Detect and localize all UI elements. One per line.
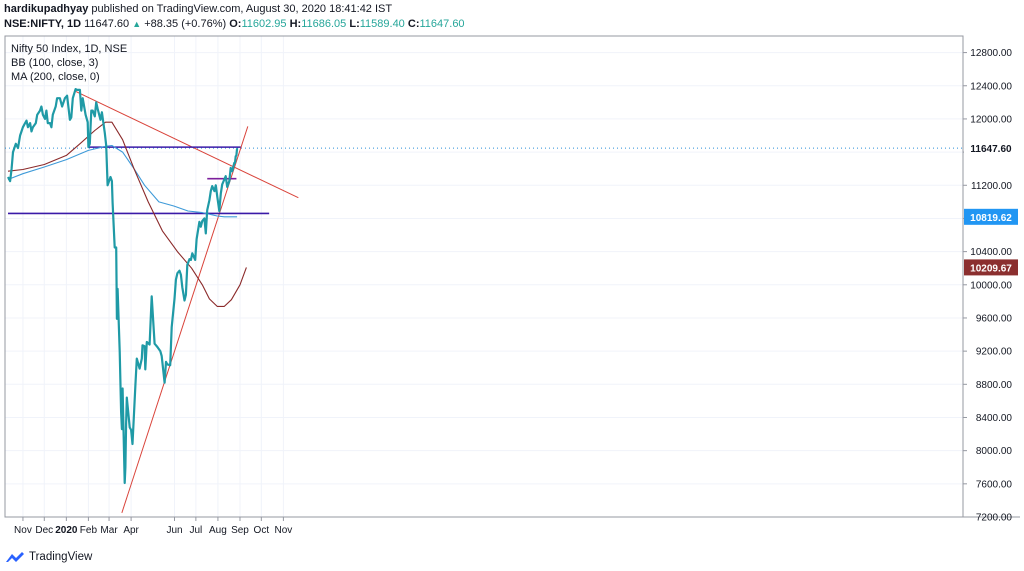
x-tick-label: Dec	[35, 525, 53, 536]
y-tick-label: 9600.00	[976, 313, 1013, 324]
x-tick-label: Oct	[254, 525, 270, 536]
x-tick-label: Apr	[123, 525, 139, 536]
x-tick-label: Sep	[231, 525, 249, 536]
low-value: 11589.40	[359, 18, 405, 30]
last-price: 11647.60	[84, 18, 130, 30]
ohlc-line: NSE:NIFTY, 1D 11647.60 ▲ +88.35 (+0.76%)…	[4, 17, 1020, 32]
ma-line[interactable]	[7, 121, 247, 307]
drawings	[5, 90, 963, 514]
tradingview-footer[interactable]: TradingView	[5, 548, 92, 566]
price-line[interactable]	[7, 88, 239, 485]
y-tick-label: 11200.00	[971, 181, 1012, 192]
open-label: O:	[229, 18, 242, 30]
y-tick-label: 10000.00	[970, 280, 1012, 291]
low-label: L:	[349, 18, 360, 30]
x-tick-label: Aug	[209, 525, 227, 536]
indicator-legend: Nifty 50 Index, 1D, NSE BB (100, close, …	[11, 43, 127, 83]
price-label-text: 10209.67	[970, 263, 1012, 274]
y-tick-label: 7600.00	[976, 479, 1013, 490]
x-tick-label: Mar	[100, 525, 118, 536]
tradingview-logo-icon	[6, 552, 24, 562]
legend-symbol: Nifty 50 Index, 1D, NSE	[11, 43, 127, 55]
up-triangle-icon: ▲	[132, 19, 142, 29]
y-tick-label: 10400.00	[970, 247, 1012, 258]
y-tick-label: 8800.00	[976, 380, 1013, 391]
x-tick-label: Nov	[274, 525, 292, 536]
price-change: +88.35 (+0.76%)	[144, 18, 227, 30]
publisher-line: hardikupadhyay published on TradingView.…	[4, 2, 1020, 17]
price-label-text: 10819.62	[970, 213, 1012, 224]
trend-line[interactable]	[121, 126, 249, 514]
x-tick-label: Jul	[189, 525, 202, 536]
x-tick-label: Nov	[14, 525, 32, 536]
price-label-box	[964, 259, 1018, 276]
author-name[interactable]: hardikupadhyay	[4, 3, 89, 15]
price-label-text: 11647.60	[970, 144, 1012, 155]
series-layer	[7, 88, 247, 485]
grid	[5, 36, 963, 518]
x-tick-label: Feb	[80, 525, 98, 536]
time-axis: Nov Dec 2020 Feb Mar Apr Jun Jul Aug Sep Oct Nov	[14, 517, 292, 536]
close-label: C:	[407, 18, 420, 30]
y-tick-label: 8400.00	[976, 413, 1013, 424]
high-value: 11686.05	[301, 18, 347, 30]
legend-ma: MA (200, close, 0)	[11, 71, 100, 83]
y-tick-label: 7200.00	[976, 513, 1013, 524]
x-tick-label: 2020	[55, 525, 78, 536]
y-tick-label: 12400.00	[970, 81, 1012, 92]
price-labels: 11647.60 10819.62 10209.67	[964, 140, 1018, 276]
trend-line[interactable]	[73, 90, 299, 199]
y-tick-label: 12000.00	[970, 114, 1012, 125]
high-label: H:	[289, 18, 302, 30]
close-value: 11647.60	[419, 18, 465, 30]
price-label-box	[964, 140, 1018, 157]
y-tick-label: 8000.00	[976, 446, 1013, 457]
legend-bb: BB (100, close, 3)	[11, 57, 98, 69]
open-value: 11602.95	[241, 18, 287, 30]
published-text: published on TradingView.com, August 30,…	[91, 3, 393, 15]
y-tick-label: 9200.00	[976, 347, 1013, 358]
footer-brand: TradingView	[29, 551, 93, 563]
publication-header: hardikupadhyay published on TradingView.…	[4, 2, 1020, 32]
y-tick-label: 12800.00	[970, 48, 1012, 59]
symbol: NSE:NIFTY, 1D	[4, 18, 82, 30]
price-label-box	[964, 208, 1018, 225]
x-tick-label: Jun	[166, 525, 182, 536]
